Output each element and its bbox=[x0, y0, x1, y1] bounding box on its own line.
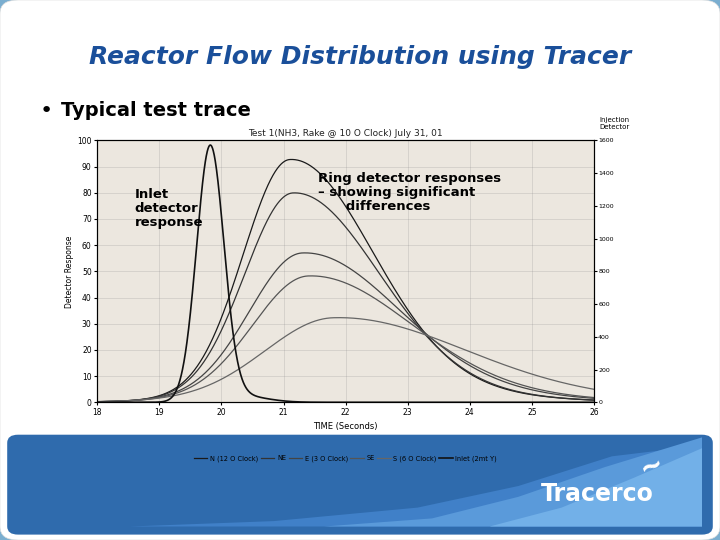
S (6 O Clock) bbox=[93, 399, 102, 405]
S (6 O Clock) bbox=[590, 386, 598, 393]
Line: N (12 O Clock): N (12 O Clock) bbox=[97, 159, 594, 402]
Text: Inlet
detector
response: Inlet detector response bbox=[135, 187, 203, 228]
N (12 O Clock) bbox=[93, 399, 102, 405]
S (6 O Clock) bbox=[118, 397, 127, 404]
Text: ~: ~ bbox=[636, 450, 667, 484]
E (3 O Clock) bbox=[335, 259, 343, 265]
FancyBboxPatch shape bbox=[7, 435, 713, 535]
NE bbox=[322, 203, 330, 210]
E (3 O Clock) bbox=[575, 394, 584, 400]
SE bbox=[93, 399, 102, 405]
Inlet (2mt Y) bbox=[335, 399, 343, 406]
Inlet (2mt Y) bbox=[93, 399, 102, 406]
SE bbox=[575, 393, 584, 400]
Line: NE: NE bbox=[97, 193, 594, 402]
S (6 O Clock) bbox=[335, 314, 343, 321]
Inlet (2mt Y) bbox=[575, 399, 584, 406]
Inlet (2mt Y) bbox=[118, 399, 127, 406]
Line: Inlet (2mt Y): Inlet (2mt Y) bbox=[97, 145, 594, 402]
E (3 O Clock) bbox=[485, 372, 493, 379]
N (12 O Clock) bbox=[575, 396, 584, 403]
E (3 O Clock) bbox=[301, 249, 310, 256]
Y-axis label: Detector Response: Detector Response bbox=[66, 235, 74, 308]
Inlet (2mt Y) bbox=[485, 399, 493, 406]
Line: SE: SE bbox=[97, 276, 594, 402]
SE bbox=[485, 369, 493, 376]
N (12 O Clock) bbox=[322, 177, 330, 183]
S (6 O Clock) bbox=[321, 315, 330, 322]
Polygon shape bbox=[490, 448, 702, 526]
Inlet (2mt Y) bbox=[575, 399, 584, 406]
N (12 O Clock) bbox=[575, 396, 584, 403]
Text: Reactor Flow Distribution using Tracer: Reactor Flow Distribution using Tracer bbox=[89, 45, 631, 69]
Title: Test 1(NH3, Rake @ 10 O Clock) July 31, 01: Test 1(NH3, Rake @ 10 O Clock) July 31, … bbox=[248, 129, 443, 138]
E (3 O Clock) bbox=[590, 395, 598, 402]
Line: E (3 O Clock): E (3 O Clock) bbox=[97, 253, 594, 402]
E (3 O Clock) bbox=[93, 399, 102, 405]
Polygon shape bbox=[18, 446, 702, 526]
Legend: N (12 O Clock), NE, E (3 O Clock), SE, S (6 O Clock), Inlet (2mt Y): N (12 O Clock), NE, E (3 O Clock), SE, S… bbox=[192, 453, 500, 464]
SE bbox=[575, 393, 584, 400]
N (12 O Clock) bbox=[287, 156, 296, 163]
N (12 O Clock) bbox=[485, 380, 493, 387]
SE bbox=[118, 398, 127, 404]
Polygon shape bbox=[324, 437, 702, 526]
X-axis label: TIME (Seconds): TIME (Seconds) bbox=[313, 422, 378, 431]
SE bbox=[335, 278, 343, 284]
Text: •: • bbox=[40, 100, 53, 121]
S (6 O Clock) bbox=[335, 314, 343, 321]
NE bbox=[93, 399, 102, 405]
NE bbox=[575, 396, 584, 402]
NE bbox=[118, 398, 127, 404]
NE bbox=[485, 379, 493, 386]
Text: Ring detector responses
– showing significant
      differences: Ring detector responses – showing signif… bbox=[318, 172, 501, 213]
SE bbox=[307, 273, 315, 279]
S (6 O Clock) bbox=[485, 356, 493, 362]
E (3 O Clock) bbox=[575, 394, 584, 400]
SE bbox=[322, 274, 330, 280]
NE bbox=[290, 190, 299, 196]
NE bbox=[590, 397, 598, 403]
E (3 O Clock) bbox=[118, 397, 127, 404]
S (6 O Clock) bbox=[575, 383, 584, 390]
SE bbox=[590, 394, 598, 401]
Inlet (2mt Y) bbox=[322, 399, 330, 406]
N (12 O Clock) bbox=[590, 397, 598, 403]
Line: S (6 O Clock): S (6 O Clock) bbox=[97, 318, 594, 402]
N (12 O Clock) bbox=[335, 193, 343, 200]
E (3 O Clock) bbox=[322, 253, 330, 260]
Text: Injection
Detector: Injection Detector bbox=[599, 117, 629, 130]
S (6 O Clock) bbox=[575, 383, 584, 390]
NE bbox=[575, 396, 584, 402]
N (12 O Clock) bbox=[118, 397, 127, 404]
Text: Tracerco: Tracerco bbox=[541, 482, 654, 506]
NE bbox=[335, 216, 343, 222]
Inlet (2mt Y) bbox=[206, 142, 215, 149]
Inlet (2mt Y) bbox=[590, 399, 598, 406]
Text: Typical test trace: Typical test trace bbox=[61, 101, 251, 120]
